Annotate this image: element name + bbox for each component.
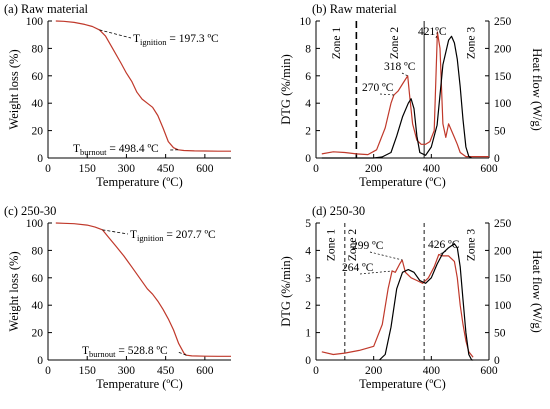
annotation-leader bbox=[380, 94, 394, 95]
y-tick-label: 0 bbox=[305, 355, 311, 367]
x-tick-label: 0 bbox=[45, 365, 51, 377]
y-tick-label: 80 bbox=[32, 43, 44, 55]
annotation-label: Tignition = 207.7 ºC bbox=[130, 229, 216, 243]
annotation-leader bbox=[370, 252, 402, 260]
y-tick-label: 5 bbox=[305, 218, 311, 230]
y-axis-label: DTG (%/min) bbox=[279, 256, 293, 326]
x-axis-label: Temperature (ºC) bbox=[96, 175, 183, 189]
x-tick-label: 150 bbox=[79, 365, 97, 377]
y2-tick-label: 150 bbox=[494, 71, 512, 83]
series-line-dtg bbox=[322, 32, 489, 157]
annotation-label: Tburnout = 528.8 ºC bbox=[82, 345, 168, 359]
y-tick-label: 8 bbox=[305, 43, 311, 55]
y-tick-label: 2 bbox=[305, 300, 311, 312]
y2-tick-label: 250 bbox=[494, 16, 512, 28]
panel-title: (b) Raw material bbox=[312, 2, 397, 16]
annotation-leader bbox=[102, 230, 128, 234]
y2-tick-label: 0 bbox=[494, 153, 500, 165]
x-axis-label: Temperature (ºC) bbox=[359, 377, 446, 391]
y-axis-label: Weight loss (%) bbox=[7, 49, 21, 129]
x-tick-label: 0 bbox=[45, 163, 51, 175]
y2-tick-label: 200 bbox=[494, 43, 512, 55]
y2-axis-label: Heat flow (W/g) bbox=[530, 250, 544, 333]
x-tick-label: 300 bbox=[118, 163, 136, 175]
x-tick-label: 600 bbox=[196, 163, 214, 175]
y-tick-label: 0 bbox=[37, 355, 43, 367]
y-tick-label: 0 bbox=[37, 153, 43, 165]
y-tick-label: 100 bbox=[26, 218, 44, 230]
annotation-label: 299 ºC bbox=[352, 240, 384, 252]
x-tick-label: 300 bbox=[118, 365, 136, 377]
x-axis-label: Temperature (ºC) bbox=[359, 175, 446, 189]
x-tick-label: 150 bbox=[79, 163, 97, 175]
panel-title: (c) 250-30 bbox=[4, 204, 56, 218]
y-tick-label: 60 bbox=[32, 71, 44, 83]
annotation-leader bbox=[402, 73, 408, 76]
y2-axis-label: Heat flow (W/g) bbox=[530, 48, 544, 131]
y2-tick-label: 100 bbox=[494, 300, 512, 312]
panel-title: (a) Raw material bbox=[4, 2, 89, 16]
y-tick-label: 4 bbox=[305, 245, 311, 257]
zone-label: Zone 1 bbox=[331, 27, 343, 60]
x-tick-label: 400 bbox=[423, 163, 441, 175]
y2-tick-label: 150 bbox=[494, 273, 512, 285]
y2-tick-label: 50 bbox=[494, 126, 506, 138]
y-tick-label: 10 bbox=[300, 16, 312, 28]
zone-label: Zone 3 bbox=[465, 27, 477, 60]
x-tick-label: 450 bbox=[157, 163, 175, 175]
y2-tick-label: 250 bbox=[494, 218, 512, 230]
y-tick-label: 4 bbox=[305, 98, 311, 110]
y2-tick-label: 100 bbox=[494, 98, 512, 110]
y-tick-label: 6 bbox=[305, 71, 311, 83]
zone-label: Zone 3 bbox=[465, 229, 477, 262]
x-tick-label: 600 bbox=[196, 365, 214, 377]
x-tick-label: 0 bbox=[313, 163, 319, 175]
y-axis-label: Weight loss (%) bbox=[7, 251, 21, 331]
x-tick-label: 0 bbox=[313, 365, 319, 377]
x-tick-label: 200 bbox=[365, 163, 383, 175]
y2-tick-label: 0 bbox=[494, 355, 500, 367]
y-tick-label: 40 bbox=[32, 98, 44, 110]
zone-label: Zone 1 bbox=[325, 229, 337, 262]
annotation-label: 318 ºC bbox=[384, 61, 416, 73]
y-tick-label: 20 bbox=[32, 126, 44, 138]
zone-label: Zone 2 bbox=[389, 27, 401, 60]
y2-tick-label: 200 bbox=[494, 245, 512, 257]
y-tick-label: 40 bbox=[32, 300, 44, 312]
y-tick-label: 60 bbox=[32, 273, 44, 285]
x-axis-label: Temperature (ºC) bbox=[96, 377, 183, 391]
panel-title: (d) 250-30 bbox=[312, 204, 365, 218]
annotation-label: 270 ºC bbox=[362, 82, 394, 94]
y-tick-label: 100 bbox=[26, 16, 44, 28]
y-tick-label: 20 bbox=[32, 328, 44, 340]
annotation-label: 264 ºC bbox=[342, 262, 374, 274]
annotation-label: Tburnout = 498.4 ºC bbox=[73, 143, 159, 157]
panel-c: 0 150 300 450 600 0 20 40 60 80 100 Temperature (ºC… bbox=[4, 204, 231, 391]
y-axis-label: DTG (%/min) bbox=[279, 54, 293, 124]
x-tick-label: 400 bbox=[423, 365, 441, 377]
y-tick-label: 80 bbox=[32, 245, 44, 257]
y-tick-label: 2 bbox=[305, 126, 311, 138]
x-tick-label: 450 bbox=[157, 365, 175, 377]
annotation-label: Tignition = 197.3 ºC bbox=[133, 33, 219, 47]
series-line-heat-flow bbox=[379, 244, 473, 360]
annotation-label: 421ºC bbox=[418, 26, 447, 38]
y-tick-label: 1 bbox=[305, 328, 311, 340]
y2-tick-label: 50 bbox=[494, 328, 506, 340]
y-tick-label: 3 bbox=[305, 273, 311, 285]
panel-a: 0 150 300 450 600 0 20 40 60 80 100 Temperature (ºC… bbox=[4, 2, 231, 189]
x-tick-label: 200 bbox=[365, 365, 383, 377]
annotation-label: 426 ºC bbox=[428, 239, 460, 251]
y-tick-label: 0 bbox=[305, 153, 311, 165]
